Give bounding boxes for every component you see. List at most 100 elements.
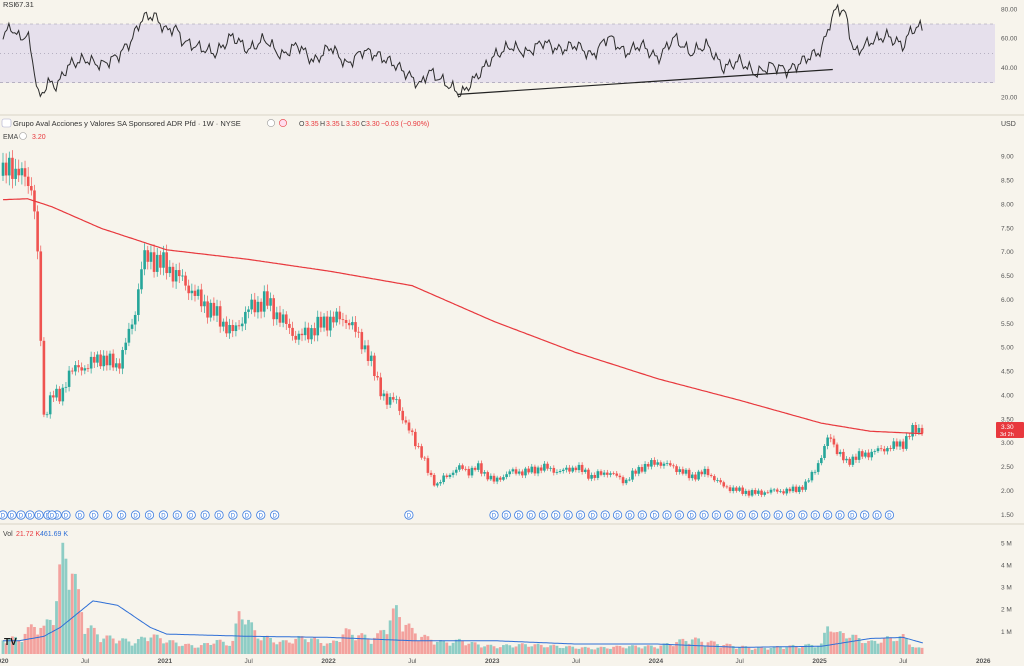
candle-body (820, 457, 823, 464)
dividend-marker[interactable] (501, 510, 511, 520)
dividend-marker[interactable] (0, 510, 8, 520)
dividend-marker[interactable] (75, 510, 85, 520)
candle-body (539, 467, 543, 471)
eye-icon[interactable] (267, 119, 275, 127)
settings-icon[interactable] (19, 132, 27, 140)
dividend-marker[interactable] (489, 510, 499, 520)
dividend-marker[interactable] (662, 510, 672, 520)
dividend-marker[interactable] (242, 510, 252, 520)
dividend-marker[interactable] (823, 510, 833, 520)
candle-body (17, 168, 21, 176)
dividend-marker[interactable] (61, 510, 71, 520)
currency-label[interactable]: USD (1001, 121, 1016, 128)
dividend-marker-label: D (652, 514, 657, 520)
dividend-marker[interactable] (600, 510, 610, 520)
volume-pane[interactable]: 5 M 4 M 3 M 2 M 1 M Vol 21.72 K 461.69 K TV (1, 531, 1012, 654)
time-axis[interactable]: 2020 Jul 2021 Jul 2022 Jul 2023 Jul 2024 Jul 2025 J… (0, 658, 991, 665)
dividend-marker[interactable] (563, 510, 573, 520)
dividend-marker[interactable] (117, 510, 127, 520)
candle-body (511, 469, 515, 472)
dividend-marker[interactable] (699, 510, 709, 520)
dividend-marker[interactable] (89, 510, 99, 520)
dividend-marker[interactable] (214, 510, 224, 520)
volume-bar (14, 636, 17, 654)
tradingview-logo[interactable]: TV (4, 637, 17, 648)
dividend-marker[interactable] (404, 510, 414, 520)
candle-body (470, 467, 474, 476)
dividend-marker[interactable] (625, 510, 635, 520)
dividend-marker[interactable] (144, 510, 155, 520)
dividend-marker[interactable] (34, 510, 44, 520)
candle-body (247, 309, 250, 312)
dividend-marker[interactable] (228, 510, 238, 520)
candle-body (108, 353, 112, 366)
dividend-marker-label: D (776, 514, 781, 520)
candle-body (533, 466, 537, 474)
volume-bar (316, 639, 320, 654)
dividend-marker[interactable] (637, 510, 647, 520)
candle-body (209, 302, 213, 318)
dividend-marker[interactable] (270, 510, 280, 520)
price-pane[interactable]: 9.00 8.50 8.00 7.50 7.00 6.50 6.00 5.50 5.00 4.50… (0, 118, 1024, 520)
symbol-title[interactable]: Grupo Aval Acciones y Valores SA Sponsor… (13, 119, 241, 128)
dividend-marker[interactable] (736, 510, 746, 520)
volume-bar (697, 638, 700, 654)
dividend-marker[interactable] (588, 510, 598, 520)
dividend-marker[interactable] (773, 510, 783, 520)
candle-body (99, 354, 102, 367)
dividend-marker[interactable] (256, 510, 266, 520)
dividend-marker[interactable] (514, 510, 524, 520)
dividend-marker[interactable] (785, 510, 796, 520)
dividend-marker[interactable] (860, 510, 870, 520)
dividend-marker[interactable] (172, 510, 182, 520)
dividend-marker[interactable] (130, 510, 141, 520)
dividend-marker[interactable] (674, 510, 684, 520)
dividend-marker[interactable] (103, 510, 113, 520)
dividend-marker[interactable] (711, 510, 722, 520)
candle-body (291, 327, 294, 336)
dividend-marker[interactable] (872, 510, 882, 520)
dividend-marker[interactable] (835, 510, 845, 520)
dividend-marker[interactable] (612, 510, 623, 520)
alert-icon[interactable] (279, 119, 287, 127)
dividend-marker[interactable] (761, 510, 771, 520)
dividend-marker[interactable] (158, 510, 168, 520)
dividend-marker[interactable] (687, 510, 697, 520)
volume-bar (297, 636, 301, 654)
candle-body (7, 157, 11, 176)
candles (1, 150, 924, 498)
dividend-marker[interactable] (7, 510, 17, 520)
volume-bar (171, 640, 175, 654)
candle-body (561, 469, 565, 472)
dividend-marker[interactable] (538, 510, 549, 520)
dividend-marker[interactable] (47, 510, 57, 520)
dividend-marker[interactable] (650, 510, 660, 520)
dividend-marker[interactable] (798, 510, 808, 520)
dividend-marker[interactable] (25, 510, 35, 520)
dividend-marker[interactable] (200, 510, 210, 520)
candle-body (240, 323, 244, 327)
candle-body (284, 314, 288, 324)
dividend-marker[interactable] (724, 510, 734, 520)
rsi-trendline[interactable] (457, 68, 833, 95)
volume-bar (716, 644, 719, 654)
volume-bar (250, 622, 254, 654)
rsi-pane[interactable]: 80.00 60.00 40.00 20.00 RSI 67.31 (0, 0, 1018, 101)
dividend-marker[interactable] (526, 510, 536, 520)
volume-bar (187, 643, 191, 654)
dividend-markers[interactable]: D D D D D DD D D D D D D D D D D D D D D D D D D D D D D D D D D D D D D D D D… (0, 510, 895, 520)
dividend-marker[interactable] (884, 510, 895, 520)
dividend-marker[interactable] (16, 510, 26, 520)
dividend-marker[interactable] (748, 510, 759, 520)
dividend-marker[interactable] (186, 510, 196, 520)
dividend-marker[interactable] (810, 510, 820, 520)
candle-body (58, 388, 61, 402)
open-value: 3.35 (305, 121, 319, 128)
candle-body (1, 162, 5, 176)
dividend-marker[interactable] (847, 510, 857, 520)
dividend-marker[interactable] (575, 510, 586, 520)
volume-bar (83, 633, 87, 654)
dividend-marker[interactable] (551, 510, 561, 520)
price-tick-label: 8.00 (1001, 201, 1014, 208)
